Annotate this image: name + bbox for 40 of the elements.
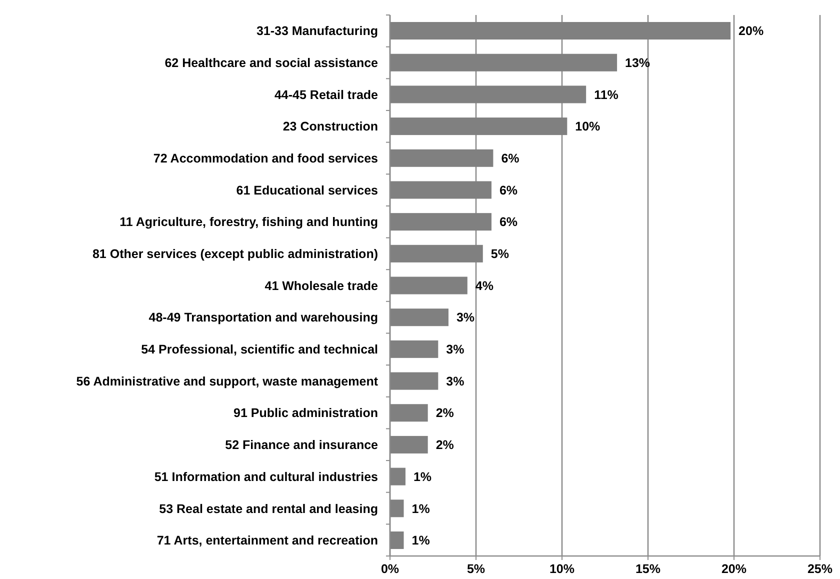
x-tick-label: 25% [807,562,833,576]
x-tick-label: 20% [721,562,747,576]
y-tick-label: 44-45 Retail trade [274,88,378,102]
data-label: 1% [412,502,430,516]
data-label: 6% [499,215,518,230]
y-tick-label: 91 Public administration [234,406,378,420]
data-label: 1% [413,470,432,484]
y-tick-label: 11 Agriculture, forestry, fishing and hunting [120,215,378,230]
x-tick-label: 5% [466,562,486,576]
data-label: 4% [475,278,494,293]
x-tick-label: 15% [635,562,661,576]
data-label: 2% [436,406,454,420]
y-tick-label: 62 Healthcare and social assistance [164,56,378,70]
y-tick-label: 23 Construction [282,120,378,134]
y-tick-label: 56 Administrative and support, waste management [76,374,379,388]
y-tick-label: 81 Other services (except public administration) [92,247,378,262]
x-tick-label: 10% [549,562,575,576]
data-label: 20% [738,24,764,38]
data-label: 10% [575,120,600,134]
y-tick-label: 51 Information and cultural industries [154,470,378,484]
y-tick-label: 61 Educational services [236,183,378,198]
data-label: 6% [501,152,520,166]
y-tick-label: 71 Arts, entertainment and recreation [156,534,378,548]
data-label: 3% [456,310,475,325]
data-label: 5% [490,247,509,262]
data-label: 1% [412,534,430,548]
y-tick-label: 31-33 Manufacturing [256,24,378,38]
data-label: 13% [625,56,650,70]
y-tick-label: 48-49 Transportation and warehousing [148,310,378,325]
data-label: 2% [436,438,454,452]
data-label: 3% [446,342,464,357]
data-label: 3% [446,374,464,388]
y-tick-label: 72 Accommodation and food services [153,152,378,166]
x-tick-label: 0% [380,562,400,576]
y-tick-label: 54 Professional, scientific and technical [141,342,378,357]
data-label: 11% [594,88,618,102]
data-label: 6% [499,183,518,198]
y-tick-label: 52 Finance and insurance [225,438,378,452]
y-tick-label: 41 Wholesale trade [264,278,378,293]
y-tick-label: 53 Real estate and rental and leasing [159,502,378,516]
